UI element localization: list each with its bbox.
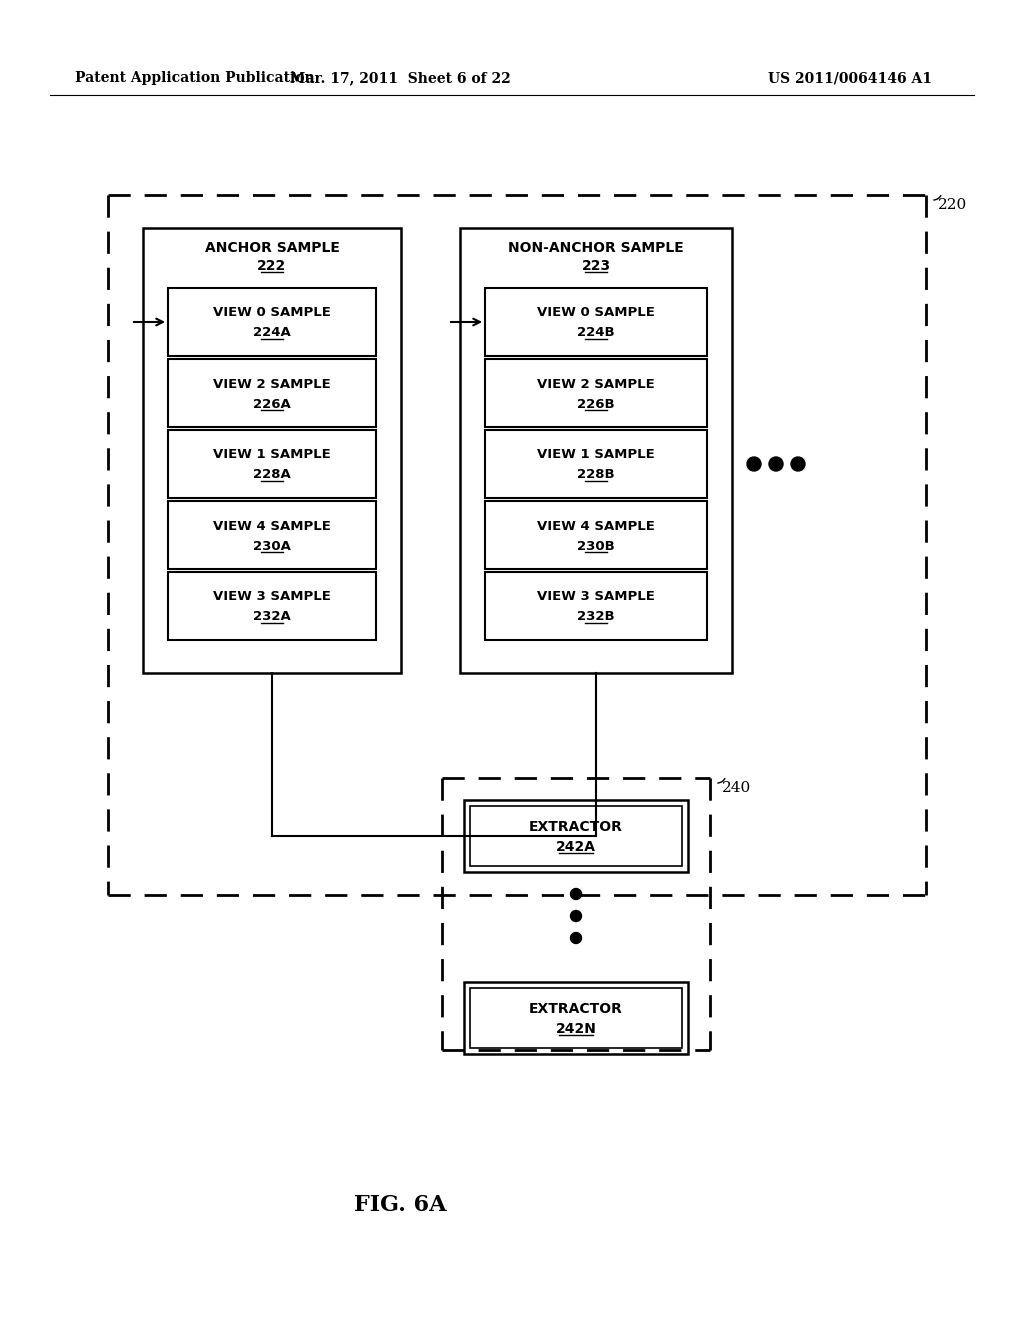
Text: 232B: 232B (578, 610, 614, 623)
Bar (143, 228, 401, 673)
Text: VIEW 1 SAMPLE: VIEW 1 SAMPLE (538, 449, 655, 462)
Text: 228A: 228A (253, 469, 291, 482)
Bar (168, 359, 376, 426)
Bar (168, 288, 376, 356)
Text: 220: 220 (938, 198, 968, 213)
Text: 242N: 242N (556, 1022, 596, 1036)
Text: VIEW 0 SAMPLE: VIEW 0 SAMPLE (537, 306, 655, 319)
Text: Patent Application Publication: Patent Application Publication (75, 71, 314, 84)
Text: NON-ANCHOR SAMPLE: NON-ANCHOR SAMPLE (508, 242, 684, 255)
Text: VIEW 1 SAMPLE: VIEW 1 SAMPLE (213, 449, 331, 462)
Bar (485, 502, 707, 569)
Circle shape (570, 888, 582, 899)
Bar (460, 228, 732, 673)
Bar (470, 807, 682, 866)
Circle shape (746, 457, 761, 471)
Bar (168, 502, 376, 569)
Text: 242A: 242A (556, 840, 596, 854)
Text: ANCHOR SAMPLE: ANCHOR SAMPLE (205, 242, 339, 255)
Text: 232A: 232A (253, 610, 291, 623)
Circle shape (769, 457, 783, 471)
Text: EXTRACTOR: EXTRACTOR (529, 1002, 623, 1016)
Text: 224A: 224A (253, 326, 291, 339)
Text: US 2011/0064146 A1: US 2011/0064146 A1 (768, 71, 932, 84)
Text: VIEW 2 SAMPLE: VIEW 2 SAMPLE (213, 378, 331, 391)
Text: 230B: 230B (578, 540, 614, 553)
Bar (485, 288, 707, 356)
Text: 223: 223 (582, 259, 610, 273)
Bar (168, 430, 376, 498)
Text: VIEW 3 SAMPLE: VIEW 3 SAMPLE (213, 590, 331, 603)
Text: 240: 240 (722, 781, 752, 795)
Bar (470, 987, 682, 1048)
Text: VIEW 2 SAMPLE: VIEW 2 SAMPLE (538, 378, 655, 391)
Bar (168, 572, 376, 640)
Text: 228B: 228B (578, 469, 614, 482)
Bar (464, 982, 688, 1053)
Text: 226B: 226B (578, 397, 614, 411)
Text: VIEW 4 SAMPLE: VIEW 4 SAMPLE (537, 520, 655, 532)
Circle shape (570, 932, 582, 944)
Text: 224B: 224B (578, 326, 614, 339)
Bar (485, 430, 707, 498)
Text: VIEW 3 SAMPLE: VIEW 3 SAMPLE (537, 590, 655, 603)
Text: Mar. 17, 2011  Sheet 6 of 22: Mar. 17, 2011 Sheet 6 of 22 (290, 71, 510, 84)
Bar (464, 800, 688, 873)
Bar (485, 572, 707, 640)
Circle shape (791, 457, 805, 471)
Text: FIG. 6A: FIG. 6A (353, 1195, 446, 1216)
Text: 230A: 230A (253, 540, 291, 553)
Text: EXTRACTOR: EXTRACTOR (529, 820, 623, 834)
Bar (485, 359, 707, 426)
Text: 226A: 226A (253, 397, 291, 411)
Text: 222: 222 (257, 259, 287, 273)
Text: VIEW 4 SAMPLE: VIEW 4 SAMPLE (213, 520, 331, 532)
Circle shape (570, 911, 582, 921)
Text: VIEW 0 SAMPLE: VIEW 0 SAMPLE (213, 306, 331, 319)
